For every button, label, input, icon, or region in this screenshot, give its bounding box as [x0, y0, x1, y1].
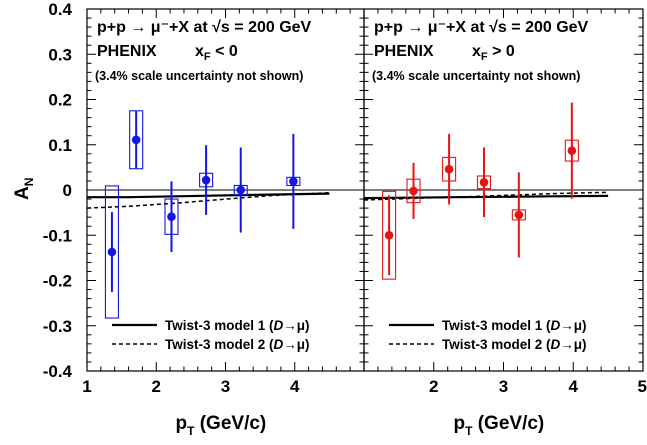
data-point	[567, 146, 577, 155]
data-point	[479, 178, 489, 187]
x-tick-label: 2	[429, 377, 438, 396]
data-point	[289, 177, 298, 186]
model-curve-2	[86, 191, 330, 209]
y-tick-label: -0.4	[43, 362, 73, 381]
data-point	[514, 210, 524, 220]
panel-note: (3.4% scale uncertainty not shown)	[95, 69, 303, 83]
model-curve-2	[363, 191, 609, 201]
y-tick-label: 0.2	[48, 91, 72, 110]
panel-right: 2 3 4 5 p+p → μ⁻+X at √s = 200 GeV PHENIX xF >…	[363, 8, 647, 438]
x-tick-label: 1	[82, 377, 91, 396]
data-point	[444, 164, 454, 174]
y-axis-label: AN	[12, 178, 36, 200]
panel-title: p+p → μ⁻+X at √s = 200 GeV	[374, 19, 589, 36]
x-tick-label: 3	[499, 377, 508, 396]
data-point	[107, 247, 117, 257]
x-tick-label: 3	[221, 377, 230, 396]
y-tick-label: 0.3	[48, 45, 72, 64]
panel-subtitle: PHENIX	[374, 43, 434, 60]
data-point	[167, 212, 176, 221]
y-tick-label: 0.4	[48, 0, 72, 19]
syst-box	[129, 110, 144, 170]
data-point	[384, 230, 394, 240]
panel-note: (3.4% scale uncertainty not shown)	[372, 69, 580, 83]
x-tick-label: 4	[569, 377, 579, 396]
panel-condition: xF < 0	[195, 43, 238, 63]
x-tick-label: 5	[638, 377, 647, 396]
syst-box	[104, 185, 119, 319]
y-tick-label: -0.2	[43, 272, 72, 291]
x-axis-label: pT (GeV/c)	[176, 413, 267, 438]
x-tick-label: 2	[152, 377, 161, 396]
data-point	[409, 186, 418, 196]
legend-label-1: Twist-3 model 1 (D→μ)	[165, 318, 310, 333]
data-point	[131, 135, 141, 145]
panel-condition: xF > 0	[472, 43, 515, 63]
panel-title: p+p → μ⁻+X at √s = 200 GeV	[97, 19, 312, 36]
y-tick-label: 0	[63, 181, 72, 200]
syst-box	[382, 190, 397, 280]
y-tick-label: -0.1	[43, 226, 72, 245]
x-axis-label: pT (GeV/c)	[454, 413, 545, 438]
data-point	[201, 175, 211, 185]
y-tick-label: -0.3	[43, 317, 72, 336]
y-tick-label: 0.1	[48, 136, 72, 155]
legend-label-2: Twist-3 model 2 (D→μ)	[165, 337, 310, 352]
data-point	[236, 185, 246, 195]
x-tick-label: 4	[290, 377, 300, 396]
panel-subtitle: PHENIX	[97, 43, 157, 60]
legend-label-2: Twist-3 model 2 (D→μ)	[442, 337, 587, 352]
legend-label-1: Twist-3 model 1 (D→μ)	[442, 318, 587, 333]
panel-left: 1 2 3 4 0.4 0.3 0.2 0.1 0 -0.1 -0.2 -0.3 -0.4 p+p → μ…	[12, 0, 365, 438]
